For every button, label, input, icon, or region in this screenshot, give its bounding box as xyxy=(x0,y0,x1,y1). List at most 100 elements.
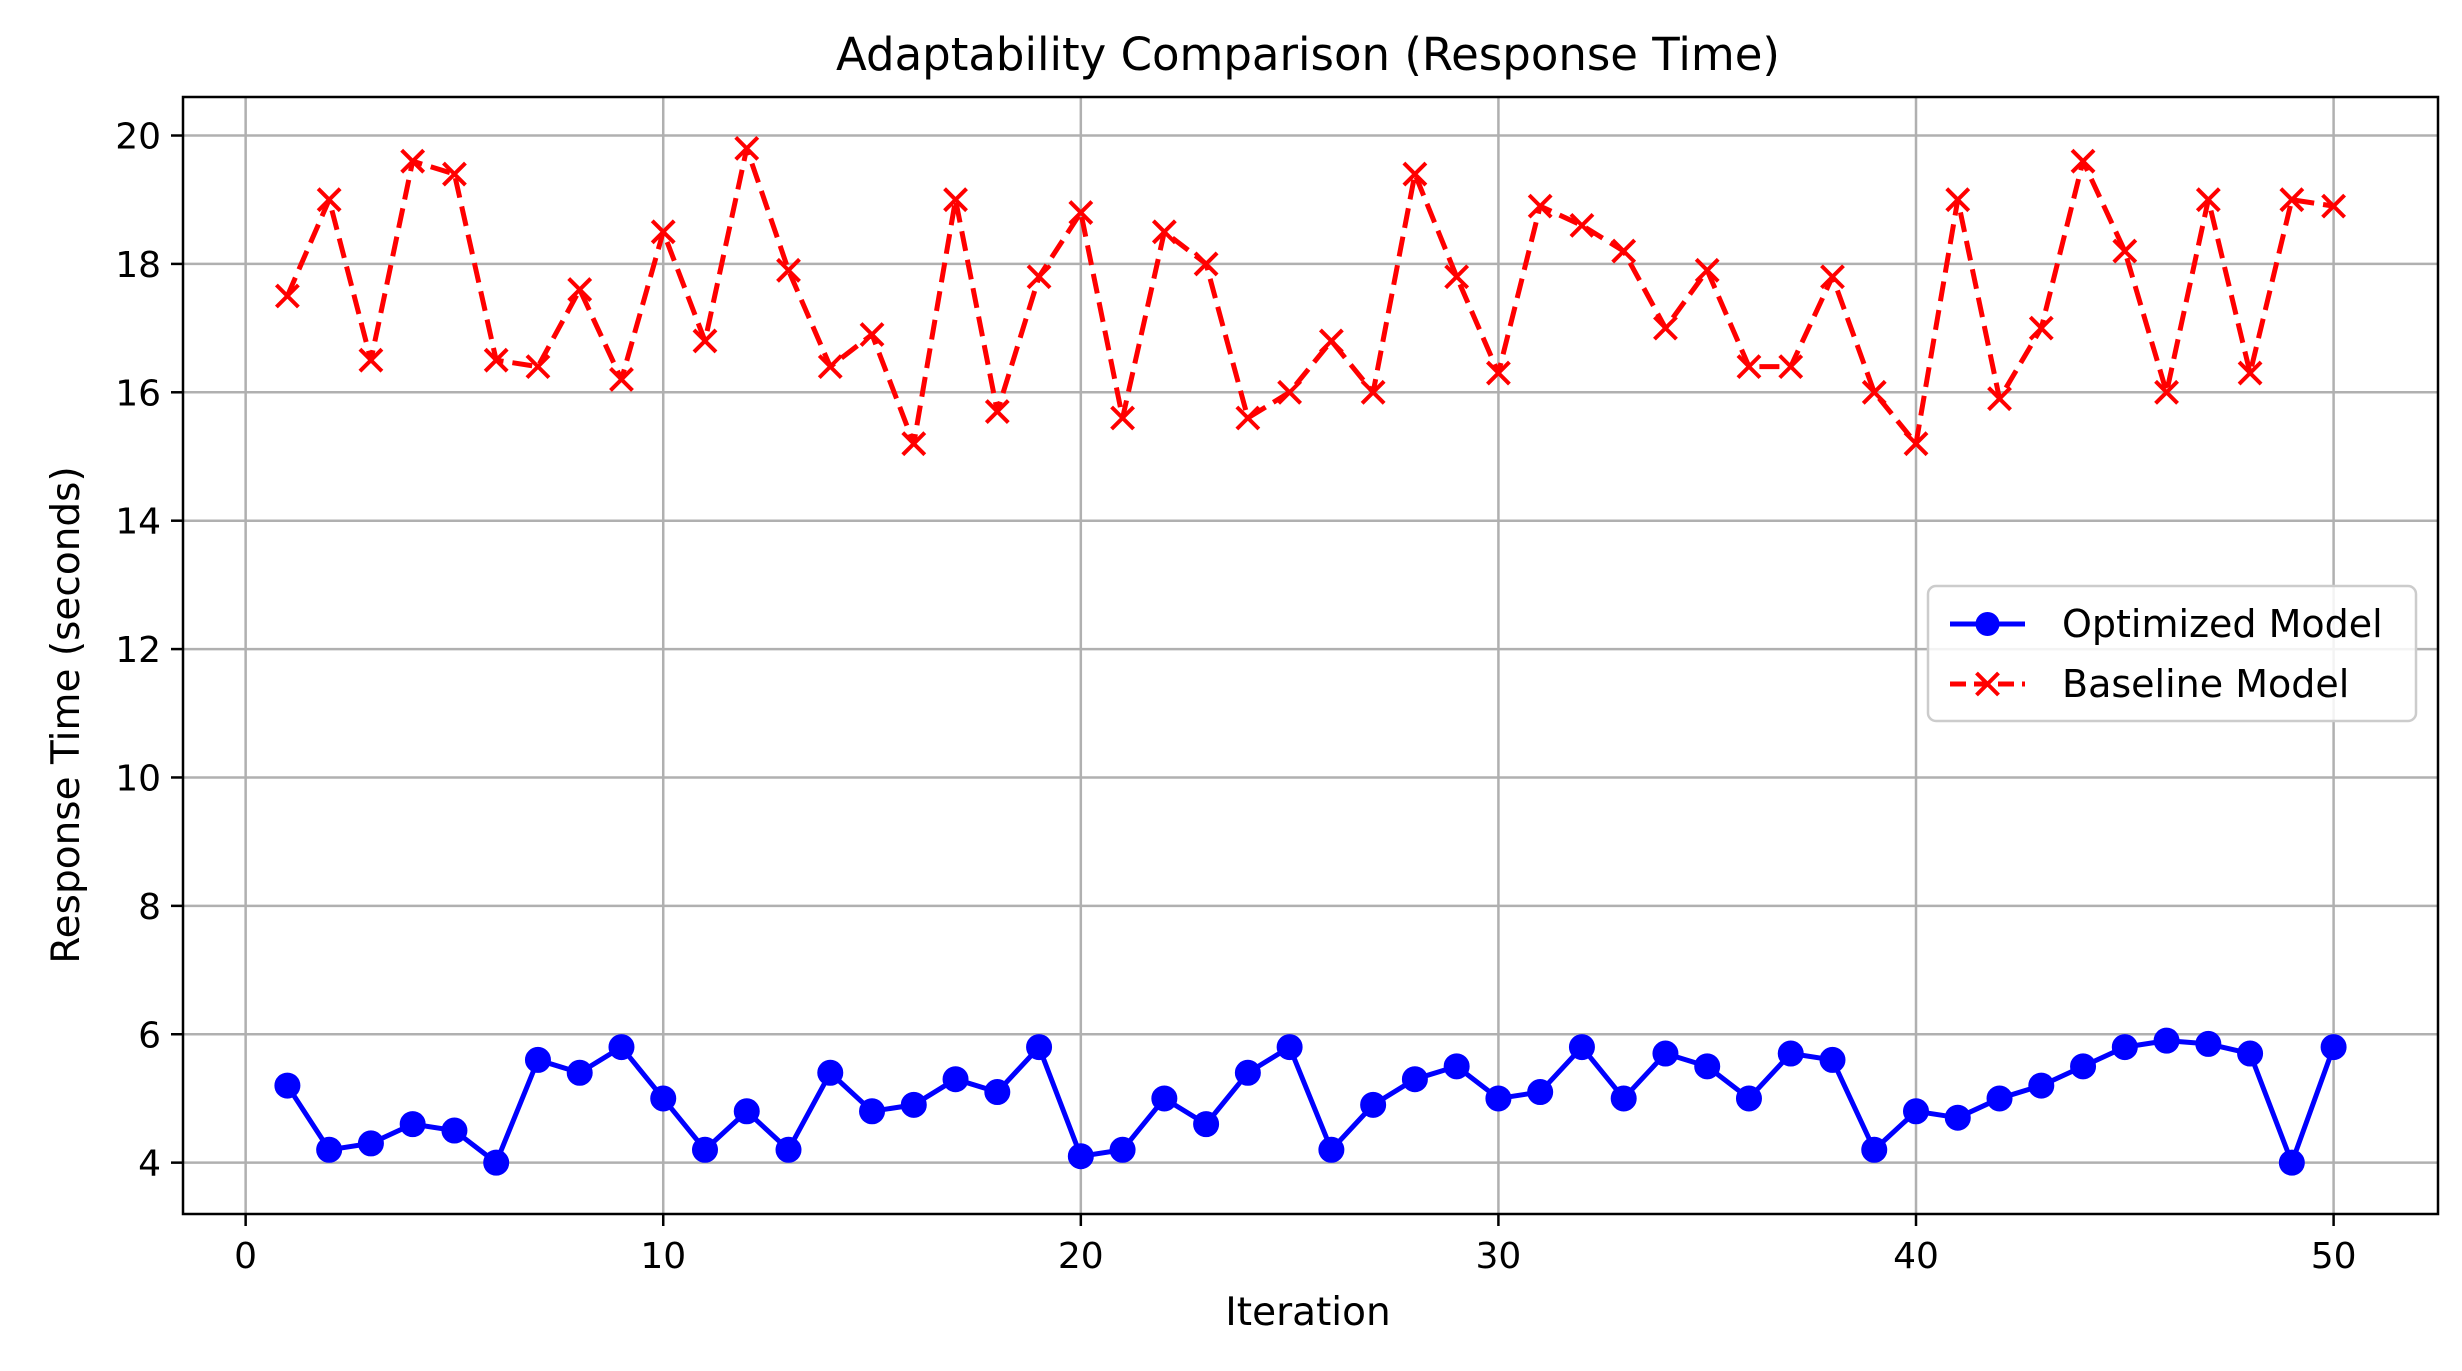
data-point xyxy=(442,161,467,187)
legend-marker xyxy=(1975,671,2000,697)
y-tick-label: 20 xyxy=(115,117,161,158)
data-point xyxy=(984,1079,1011,1106)
data-point xyxy=(1694,1053,1721,1080)
legend-frame xyxy=(1926,584,2418,723)
data-point xyxy=(2154,379,2179,405)
plot-frame xyxy=(181,95,2440,1216)
data-point xyxy=(1568,1034,1595,1061)
data-point xyxy=(1820,264,1845,290)
data-point xyxy=(566,1059,593,1086)
y-tick-label: 6 xyxy=(138,1015,161,1056)
data-point xyxy=(2237,360,2263,386)
x-tick-label: 20 xyxy=(1058,1236,1104,1277)
data-point xyxy=(2028,315,2054,341)
data-point xyxy=(1026,1034,1053,1061)
data-point xyxy=(1944,1104,1971,1131)
chart-title: Adaptability Comparison (Response Time) xyxy=(836,28,1780,81)
data-point xyxy=(691,1136,718,1163)
series-optimized-model xyxy=(274,1027,2347,1176)
data-point xyxy=(1652,1040,1679,1067)
data-point xyxy=(1903,1098,1930,1125)
legend-label: Baseline Model xyxy=(2062,662,2349,706)
data-point xyxy=(441,1117,468,1144)
data-point xyxy=(900,1091,927,1118)
data-point xyxy=(2279,187,2305,213)
data-point xyxy=(274,283,300,309)
data-point xyxy=(1068,200,1094,225)
data-point xyxy=(609,367,634,392)
data-point xyxy=(1234,1059,1261,1086)
y-tick-label: 10 xyxy=(115,758,161,799)
data-point xyxy=(2321,193,2347,219)
x-tick-label: 40 xyxy=(1893,1236,1939,1277)
data-point xyxy=(2237,1040,2264,1067)
legend-marker xyxy=(1975,612,2000,636)
series-line xyxy=(285,145,2334,447)
data-point xyxy=(2111,1034,2138,1061)
data-point xyxy=(1987,386,2012,412)
data-point xyxy=(942,1066,969,1093)
data-point xyxy=(1360,379,1386,405)
x-tick-label: 0 xyxy=(234,1236,257,1277)
data-point xyxy=(1109,1136,1136,1163)
data-point xyxy=(650,219,676,245)
data-point xyxy=(692,328,718,354)
data-point xyxy=(316,1136,343,1163)
data-point xyxy=(1193,1111,1220,1138)
data-point xyxy=(1569,212,1595,238)
y-axis-label: Response Time (seconds) xyxy=(44,466,89,963)
data-point xyxy=(817,354,843,380)
data-point xyxy=(2195,1030,2222,1057)
data-point xyxy=(483,1149,510,1176)
data-point xyxy=(2195,187,2221,213)
data-point xyxy=(775,1136,802,1163)
data-point xyxy=(943,187,968,213)
data-point xyxy=(859,322,885,347)
data-point xyxy=(1819,1046,1846,1073)
data-point xyxy=(1026,264,1052,290)
data-point xyxy=(2070,148,2096,174)
data-point xyxy=(1402,161,1428,187)
data-point xyxy=(734,135,760,161)
data-point xyxy=(1777,1040,1804,1067)
data-point xyxy=(316,187,342,213)
data-point xyxy=(1610,1085,1637,1112)
data-point xyxy=(399,1111,426,1138)
data-point xyxy=(608,1034,635,1061)
data-point xyxy=(524,1046,551,1073)
data-point xyxy=(1653,315,1678,341)
data-point xyxy=(1986,1085,2013,1112)
data-point xyxy=(1067,1143,1094,1170)
data-point xyxy=(901,431,927,457)
series-layer xyxy=(274,135,2347,1176)
data-point xyxy=(2320,1034,2347,1061)
data-point xyxy=(650,1085,677,1112)
data-point xyxy=(358,347,384,373)
legend: Optimized Model Baseline Model xyxy=(1926,584,2418,723)
data-point xyxy=(1360,1091,1387,1118)
y-tick-label: 12 xyxy=(115,630,161,671)
data-point xyxy=(1527,193,1553,219)
data-point xyxy=(1861,1136,1888,1163)
data-point xyxy=(1527,1079,1554,1106)
y-tick-label: 18 xyxy=(115,245,161,286)
data-point xyxy=(817,1059,844,1086)
x-tick-label: 10 xyxy=(640,1236,686,1277)
data-point xyxy=(1151,1085,1178,1112)
data-point xyxy=(1318,328,1344,354)
data-point xyxy=(2112,238,2138,264)
data-point xyxy=(733,1098,760,1125)
data-point xyxy=(1611,238,1637,264)
data-point xyxy=(1694,257,1720,283)
data-point xyxy=(525,354,551,380)
data-point xyxy=(1193,251,1219,277)
y-tick-label: 14 xyxy=(115,502,161,543)
data-point xyxy=(1276,1034,1303,1061)
data-point xyxy=(1485,1085,1512,1112)
tick-layer: 0 10 20 30 40 50 4 6 8 10 12 14 16 18 20 xyxy=(115,117,2356,1277)
data-point xyxy=(1235,405,1261,431)
data-point xyxy=(1903,431,1929,457)
legend-entry: Optimized Model xyxy=(1950,602,2383,646)
data-point xyxy=(984,399,1010,424)
data-point xyxy=(274,1072,301,1099)
